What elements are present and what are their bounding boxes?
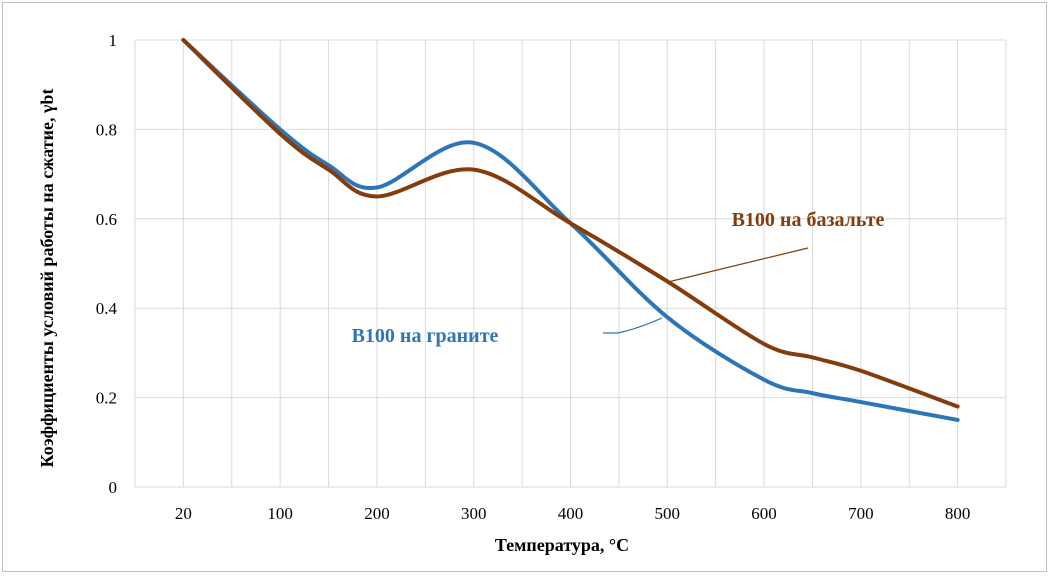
- y-axis-title: Коэффициенты условий работы на сжатие, γ…: [37, 89, 57, 468]
- x-tick-label: 200: [364, 504, 390, 523]
- leader-line-basalt: [667, 247, 809, 283]
- x-tick-label: 300: [461, 504, 487, 523]
- x-tick-label: 600: [751, 504, 777, 523]
- y-tick-label: 1: [109, 31, 118, 50]
- label-leaders: [603, 247, 809, 334]
- series-label-granite: В100 на граните: [352, 325, 499, 347]
- x-tick-label: 400: [558, 504, 584, 523]
- grid: [134, 39, 1007, 488]
- x-tick-label: 800: [945, 504, 971, 523]
- x-tick-label: 100: [267, 504, 293, 523]
- y-tick-label: 0: [109, 478, 118, 497]
- y-tick-labels: 0 0.2 0.4 0.6 0.8 1: [96, 31, 118, 497]
- x-tick-label: 20: [175, 504, 192, 523]
- x-tick-label: 700: [848, 504, 874, 523]
- y-tick-label: 0.8: [96, 120, 117, 139]
- leader-line-granite: [603, 317, 663, 334]
- y-tick-label: 0.6: [96, 210, 117, 229]
- x-tick-label: 500: [655, 504, 681, 523]
- y-tick-label: 0.4: [96, 299, 118, 318]
- series-line-basalt: [181, 38, 960, 409]
- x-tick-labels: 20 100 200 300 400 500 600 700 800: [175, 504, 970, 523]
- y-tick-label: 0.2: [96, 389, 117, 408]
- series-label-basalt: В100 на базальте: [732, 209, 885, 231]
- series-lines: [181, 38, 960, 422]
- x-axis-title: Температура, °С: [495, 535, 629, 555]
